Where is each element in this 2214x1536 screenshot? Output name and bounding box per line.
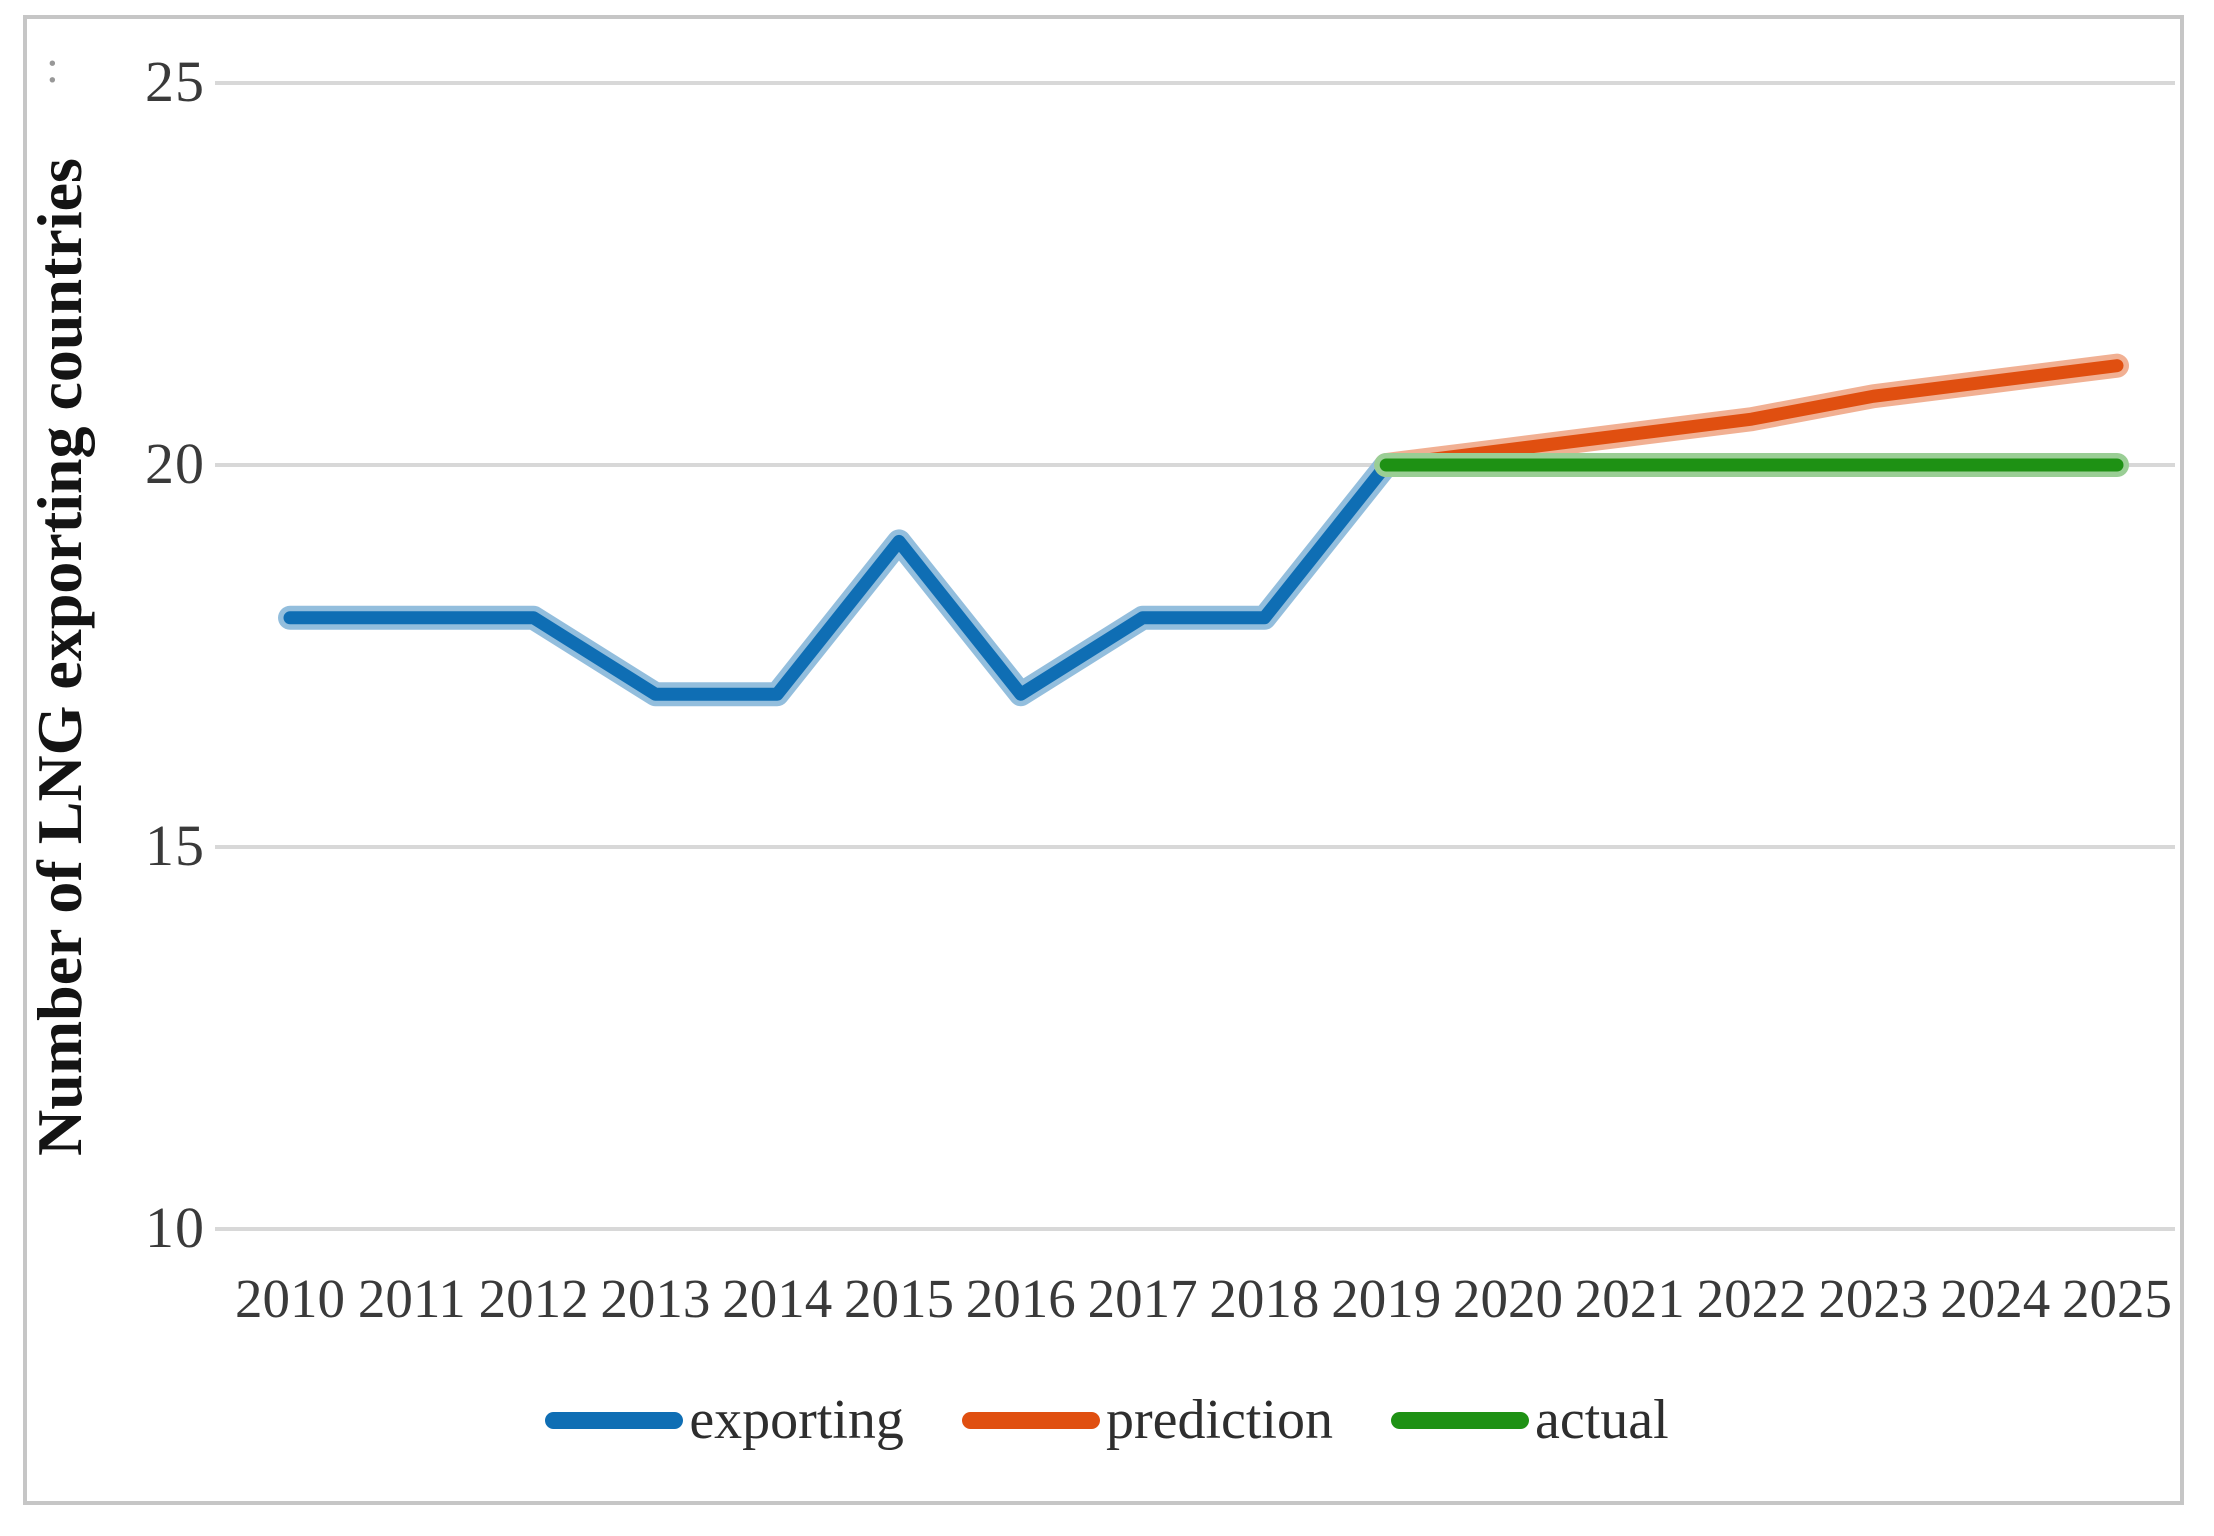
x-tick-label-2021: 2021 [1574, 1268, 1685, 1329]
stray-colon-mark: : [46, 41, 59, 92]
x-tick-label-2024: 2024 [1940, 1268, 2051, 1329]
legend-swatch-prediction-line [961, 1411, 1100, 1429]
x-tick-label-2019: 2019 [1331, 1268, 1442, 1329]
y-axis-title: Number of LNG exporting countries [24, 158, 95, 1156]
y-axis-title-wrap: Number of LNG exporting countries [23, 152, 95, 1162]
x-tick-label-2015: 2015 [844, 1268, 954, 1329]
series-exporting-line-halo [278, 453, 1399, 707]
x-tick-label-2018: 2018 [1209, 1268, 1320, 1329]
legend: exporting prediction actual [0, 1388, 2214, 1452]
y-tick-label-10: 10 [145, 1195, 205, 1261]
legend-item-exporting: exporting [545, 1388, 904, 1452]
x-tick-label-2012: 2012 [478, 1268, 589, 1329]
y-tick-label-20: 20 [145, 431, 205, 497]
x-tick-label-2016: 2016 [965, 1268, 1076, 1329]
x-tick-label-2010: 2010 [235, 1268, 345, 1329]
x-tick-label-2013: 2013 [600, 1268, 711, 1329]
x-tick-label-2025: 2025 [2062, 1268, 2172, 1329]
x-tick-label-2022: 2022 [1696, 1268, 1807, 1329]
chart-frame [23, 15, 2184, 1505]
x-tick-label-2017: 2017 [1087, 1268, 1198, 1329]
x-tick-label-2011: 2011 [357, 1268, 466, 1329]
x-tick-label-2020: 2020 [1453, 1268, 1563, 1329]
legend-label-actual: actual [1534, 1389, 1669, 1451]
x-tick-label-2023: 2023 [1818, 1268, 1929, 1329]
legend-label-exporting: exporting [689, 1389, 904, 1451]
legend-item-actual: actual [1390, 1388, 1669, 1452]
y-tick-label-15: 15 [145, 813, 205, 879]
y-tick-label-25: 25 [145, 49, 205, 115]
series-prediction-line [1379, 359, 2124, 472]
series-exporting-line [283, 458, 1393, 701]
legend-label-prediction: prediction [1105, 1389, 1333, 1451]
x-tick-label-2014: 2014 [722, 1268, 833, 1329]
legend-item-prediction: prediction [961, 1388, 1333, 1452]
legend-swatch-actual-line [1390, 1411, 1529, 1429]
legend-swatch-exporting-line [545, 1411, 684, 1429]
